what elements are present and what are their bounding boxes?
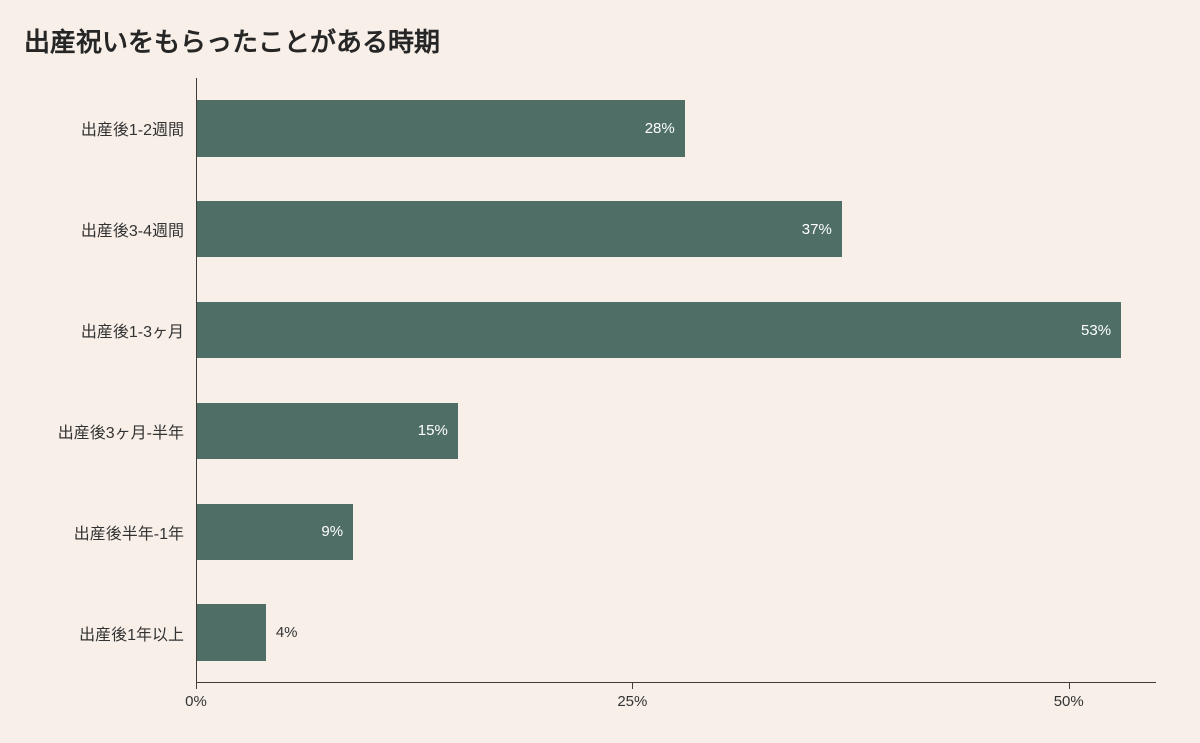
bar: 53% [196, 302, 1121, 358]
bar-row: 出産後3ヶ月-半年15% [196, 403, 1156, 459]
bars-container: 出産後1-2週間28% 出産後3-4週間37% 出産後1-3ヶ月53% 出産後3ヶ月-… [196, 78, 1156, 683]
plot-area: 出産後1-2週間28% 出産後3-4週間37% 出産後1-3ヶ月53% 出産後3ヶ月-… [196, 78, 1156, 683]
x-tick [632, 683, 633, 689]
x-tick [1069, 683, 1070, 689]
x-tick-label: 50% [1054, 693, 1084, 710]
bar-value-label: 28% [645, 120, 675, 137]
category-label: 出産後半年-1年 [74, 520, 196, 544]
bar-value-label: 37% [802, 221, 832, 238]
y-axis [196, 78, 197, 683]
x-tick [196, 683, 197, 689]
bar-value-label: 9% [321, 523, 343, 540]
bar-row: 出産後1年以上4% [196, 604, 1156, 660]
chart-canvas: 出産祝いをもらったことがある時期 出産後1-2週間28%出産後3-4週間37%出… [0, 0, 1200, 743]
x-axis: 0%25%50% [196, 682, 1156, 683]
bar: 28% [196, 100, 685, 156]
category-label: 出産後3-4週間 [81, 217, 196, 241]
bar-value-label: 4% [266, 624, 298, 641]
category-label: 出産後1年以上 [79, 621, 196, 645]
bar-row: 出産後半年-1年9% [196, 504, 1156, 560]
bar: 37% [196, 201, 842, 257]
bar: 9% [196, 504, 353, 560]
bar-value-label: 53% [1081, 322, 1111, 339]
x-tick-label: 0% [185, 693, 207, 710]
bar-row: 出産後1-3ヶ月53% [196, 302, 1156, 358]
bar-row: 出産後3-4週間37% [196, 201, 1156, 257]
x-tick-label: 25% [617, 693, 647, 710]
category-label: 出産後1-3ヶ月 [81, 318, 196, 342]
bar [196, 604, 266, 660]
bar-row: 出産後1-2週間28% [196, 100, 1156, 156]
category-label: 出産後1-2週間 [81, 116, 196, 140]
bar: 15% [196, 403, 458, 459]
bar-value-label: 15% [418, 422, 448, 439]
category-label: 出産後3ヶ月-半年 [58, 419, 196, 443]
chart-title: 出産祝いをもらったことがある時期 [24, 22, 440, 59]
